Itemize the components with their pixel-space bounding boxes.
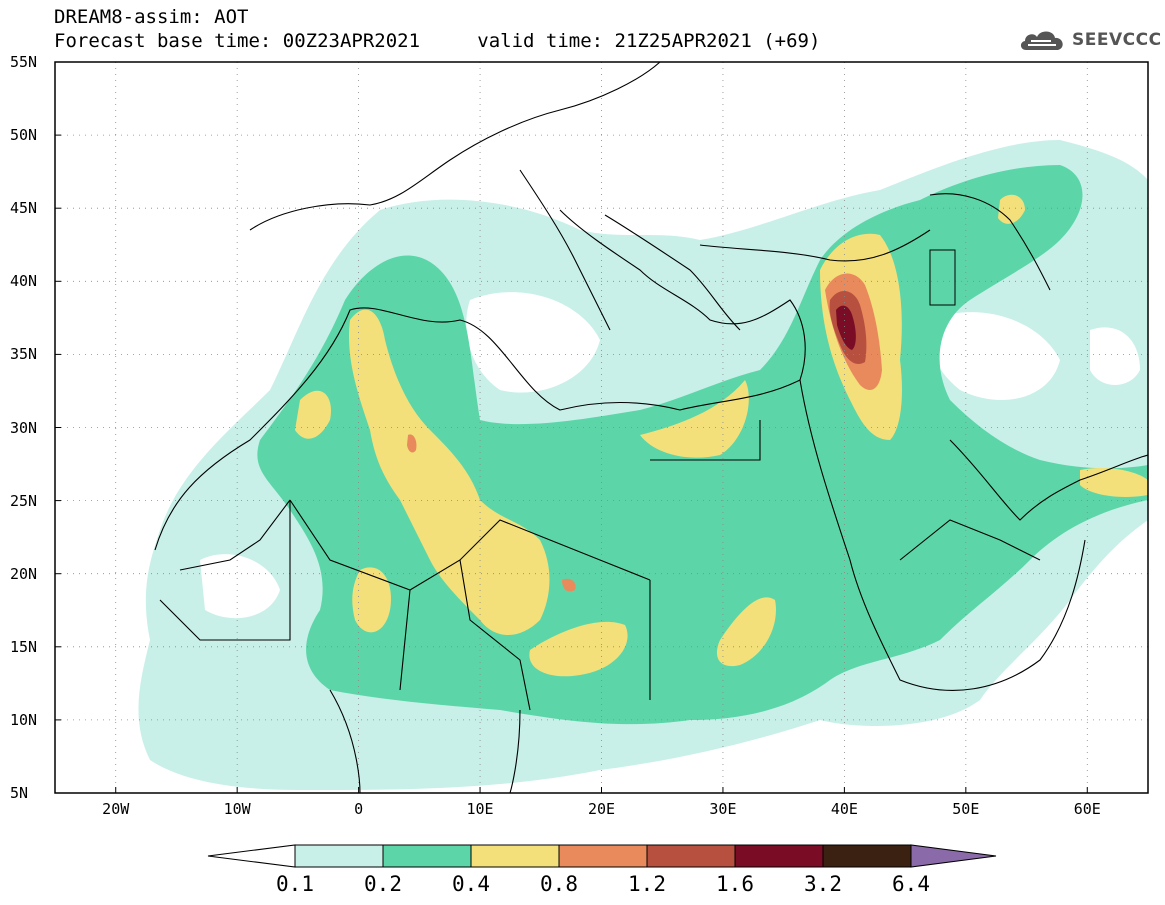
lon-label: 60E	[1073, 800, 1101, 818]
colorbar	[207, 844, 997, 868]
colorbar-segment	[822, 844, 912, 868]
graticule	[55, 62, 1148, 793]
lat-label: 20N	[10, 564, 38, 583]
lon-label: 30E	[709, 800, 737, 818]
lat-label: 50N	[10, 126, 38, 145]
lon-label: 20W	[102, 800, 130, 818]
lat-label: 40N	[10, 272, 38, 291]
colorbar-segment	[734, 844, 824, 868]
lat-label: 15N	[10, 637, 38, 656]
lat-label: 35N	[10, 345, 38, 364]
colorbar-label: 0.2	[364, 872, 402, 896]
base-time-label: Forecast base time: 00Z23APR2021	[54, 30, 421, 52]
lon-label: 20E	[587, 800, 616, 818]
time-line: Forecast base time: 00Z23APR2021 valid t…	[54, 30, 820, 52]
colorbar-label: 3.2	[804, 872, 842, 896]
axis-ticks	[55, 61, 1088, 794]
colorbar-high-arrow	[910, 844, 997, 868]
valid-time-label: valid time: 21Z25APR2021 (+69)	[477, 30, 821, 52]
lat-label: 55N	[10, 53, 38, 71]
aot-level-1.6	[836, 305, 856, 350]
colorbar-label: 0.8	[540, 872, 578, 896]
lat-label: 45N	[10, 199, 38, 218]
colorbar-segment	[294, 844, 384, 868]
colorbar-segment	[382, 844, 472, 868]
colorbar-label: 0.4	[452, 872, 490, 896]
colorbar-segment	[470, 844, 560, 868]
colorbar-segment	[646, 844, 736, 868]
lon-label: 0	[354, 800, 364, 818]
lat-label: 5N	[10, 784, 29, 802]
colorbar-label: 0.1	[276, 872, 314, 896]
logo-text: SEEVCCC	[1072, 30, 1162, 50]
lon-label: 10W	[223, 800, 251, 818]
colorbar-low-arrow	[207, 844, 296, 868]
model-title: DREAM8-assim: AOT	[54, 6, 249, 28]
lon-label: 40E	[830, 800, 858, 818]
lon-label: 50E	[952, 800, 980, 818]
coastlines	[154, 62, 1148, 793]
cloud-icon	[1020, 31, 1063, 50]
colorbar-segment	[558, 844, 648, 868]
colorbar-label: 1.6	[716, 872, 754, 896]
colorbar-label: 1.2	[628, 872, 666, 896]
caspian-sea-outline	[929, 249, 956, 306]
lat-label: 25N	[10, 491, 38, 510]
lat-label: 30N	[10, 418, 38, 437]
colorbar-label: 6.4	[892, 872, 930, 896]
aot-field	[55, 62, 1148, 793]
lat-label: 10N	[10, 710, 38, 729]
seevccc-logo: SEEVCCC	[1018, 26, 1162, 54]
lon-label: 10E	[466, 800, 494, 818]
